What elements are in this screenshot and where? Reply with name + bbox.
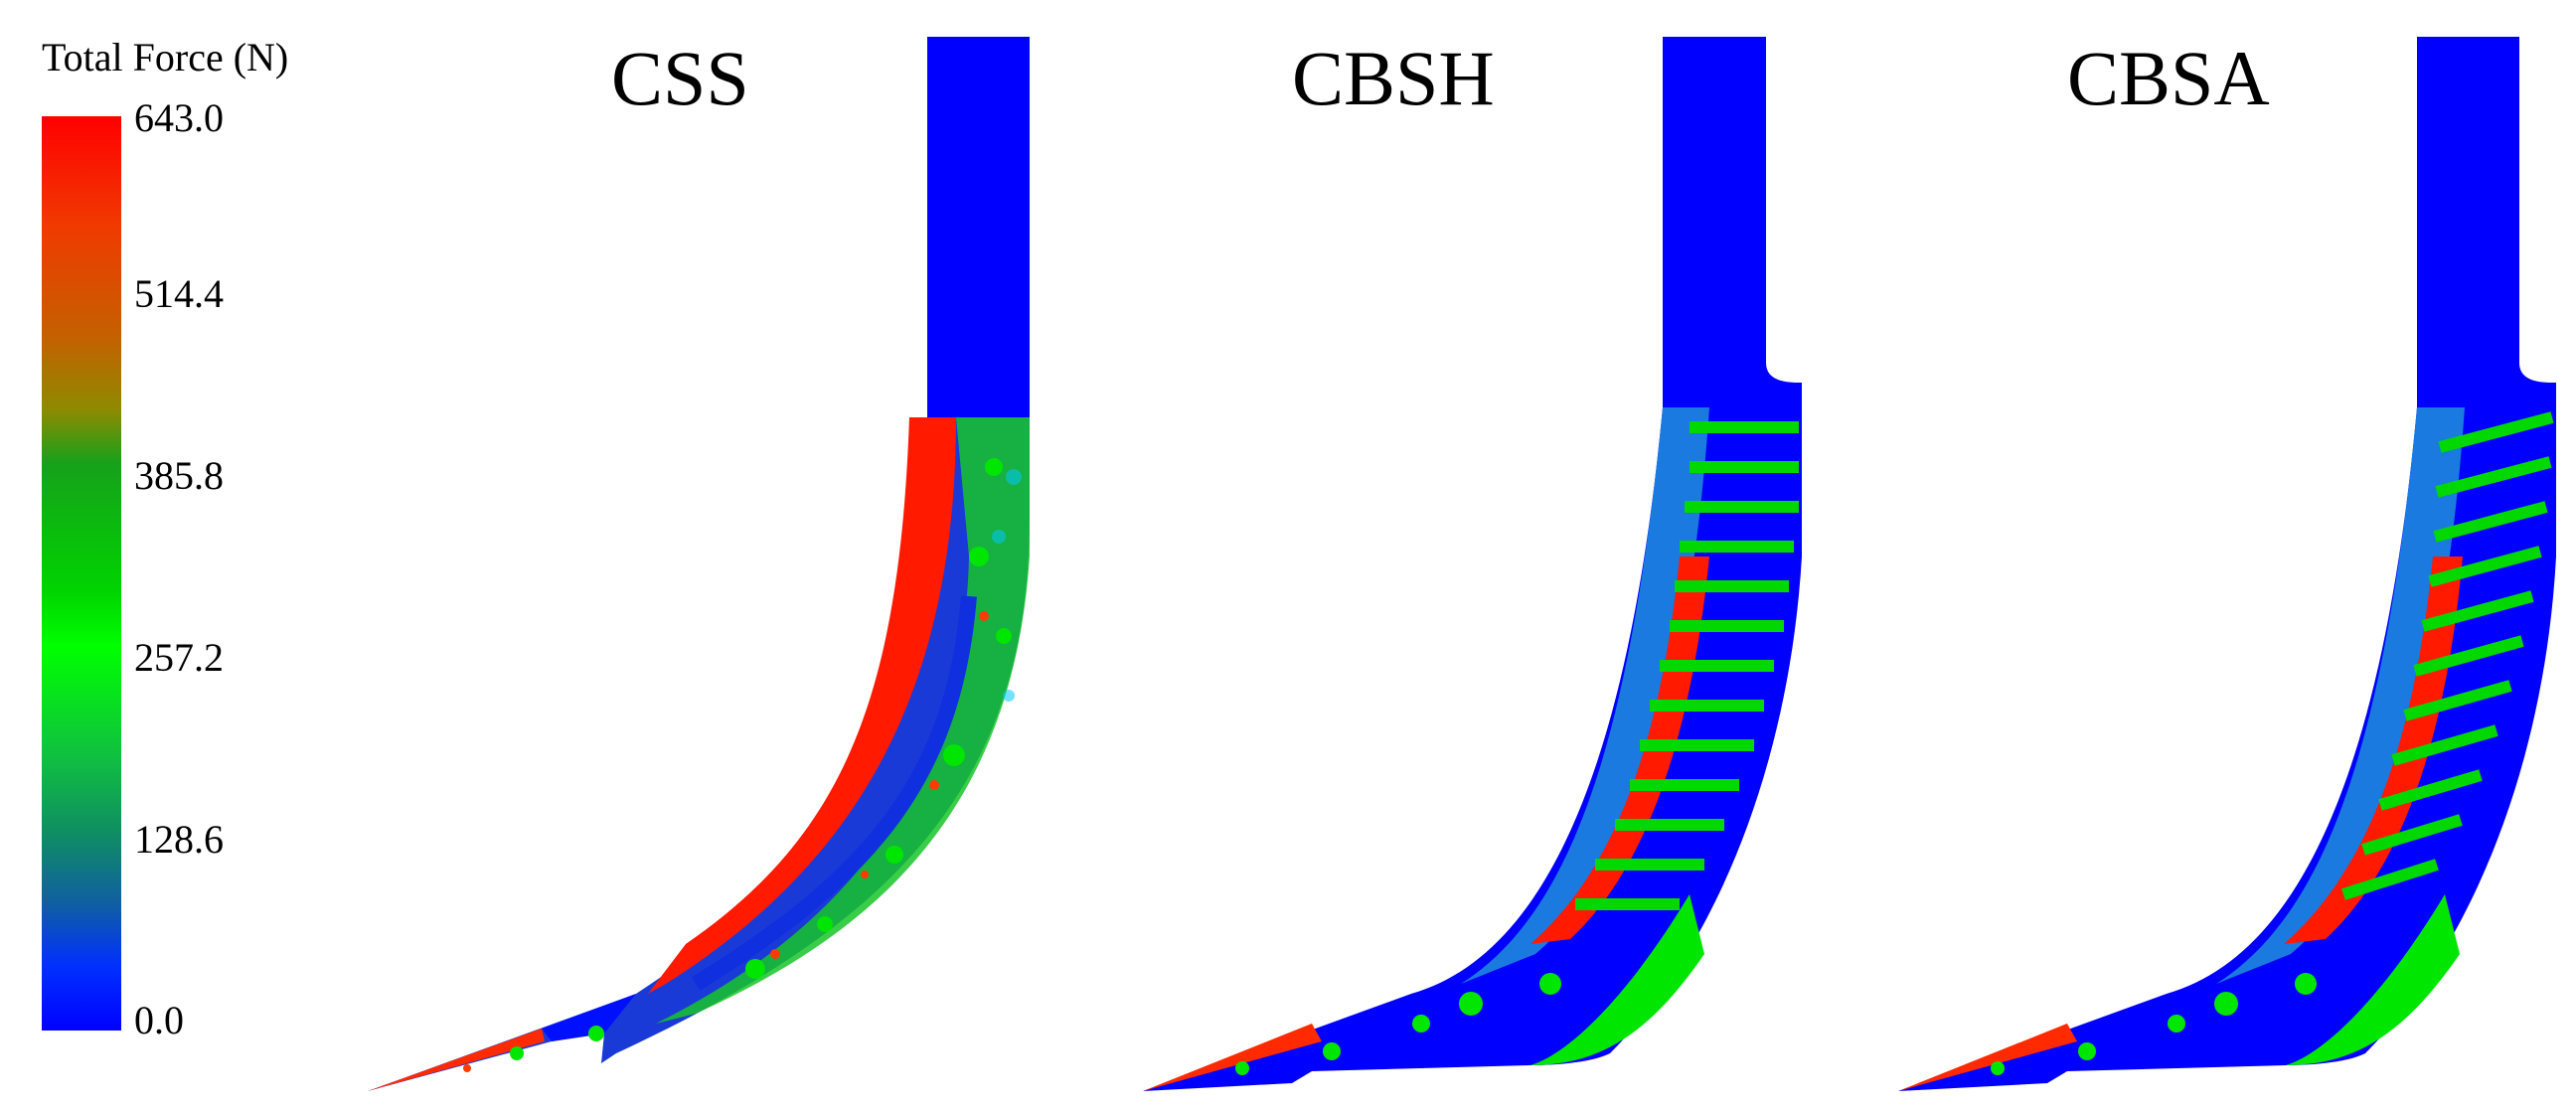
colorbar-tick-4: 257.2 (134, 635, 224, 680)
panel-title-css: CSS (611, 35, 749, 121)
panel-title-cbsa: CBSA (2067, 35, 2270, 121)
panel-title-cbsh: CBSH (1292, 35, 1495, 121)
colorbar-tick-2: 514.4 (134, 271, 224, 316)
colorbar-tick-min: 0.0 (134, 998, 184, 1042)
colorbar-title: Total Force (N) (42, 35, 289, 79)
colorbar-tick-max: 643.0 (134, 95, 224, 140)
colorbar-tick-3: 385.8 (134, 453, 224, 498)
colorbar (42, 116, 121, 1031)
colorbar-tick-5: 128.6 (134, 817, 224, 862)
